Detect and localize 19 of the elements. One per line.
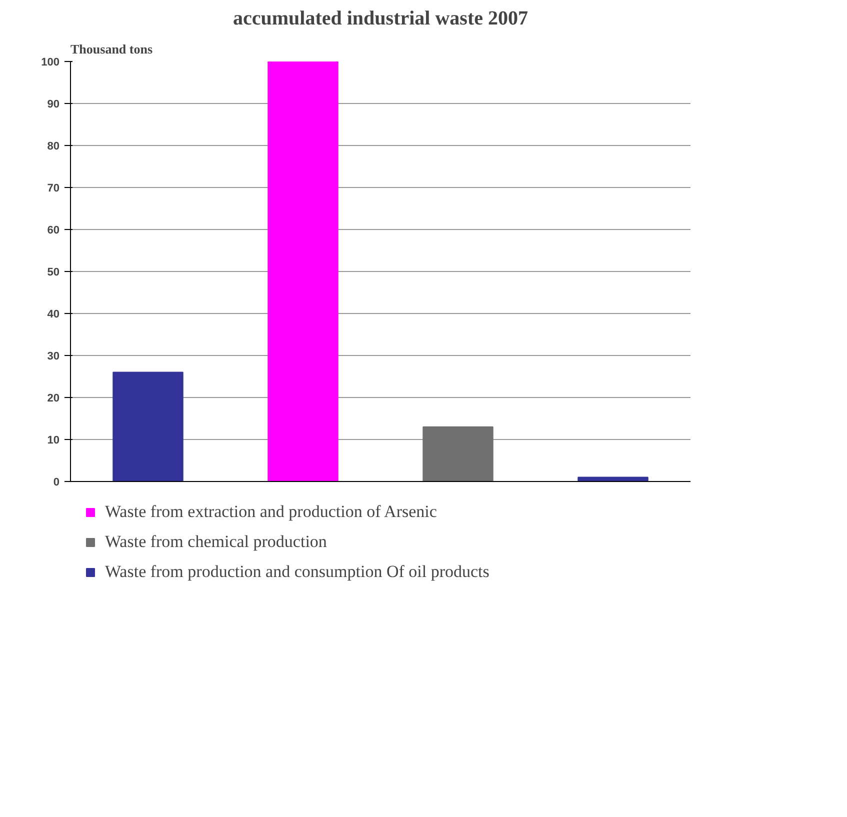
y-tick-label: 10 — [47, 434, 60, 446]
legend-label: Waste from extraction and production of Arsenic — [105, 502, 437, 522]
y-tick-label: 50 — [47, 266, 60, 278]
y-tick-label: 40 — [47, 308, 60, 320]
bar — [112, 372, 184, 482]
y-tick-label: 20 — [47, 392, 60, 404]
legend-label: Waste from chemical production — [105, 532, 327, 552]
bar — [268, 62, 338, 482]
chart-title: accumulated industrial waste 2007 — [233, 8, 528, 30]
y-tick-label: 0 — [53, 476, 60, 488]
y-axis-title: Thousand tons — [70, 42, 153, 56]
bar — [422, 426, 494, 482]
y-tick-label: 80 — [47, 140, 60, 152]
y-tick-label: 30 — [47, 350, 60, 362]
y-tick-label: 70 — [47, 182, 60, 194]
y-tick-label: 100 — [41, 56, 60, 68]
y-tick-label: 60 — [47, 224, 60, 236]
y-tick-label: 90 — [47, 98, 60, 110]
legend-label: Waste from production and consumption Of oil products — [105, 562, 490, 582]
